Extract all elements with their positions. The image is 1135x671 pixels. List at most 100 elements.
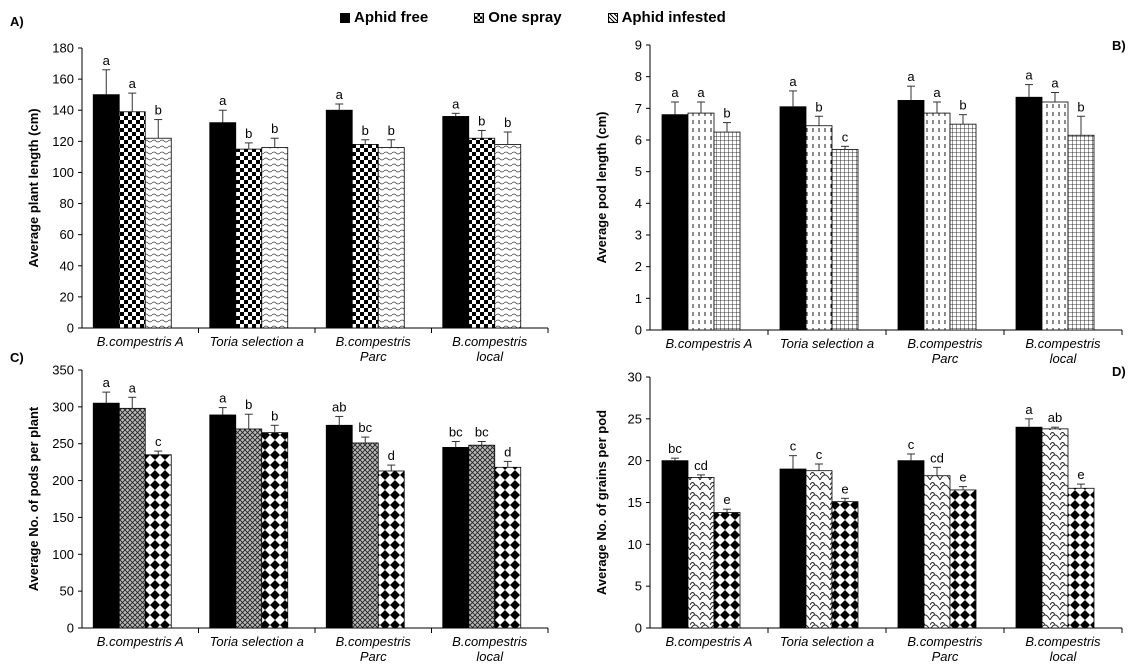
y-tick-label: 6 (635, 133, 642, 148)
bar (377, 470, 405, 629)
significance-label: a (103, 53, 111, 68)
significance-label: a (1025, 68, 1033, 83)
y-tick-label: 80 (60, 196, 74, 211)
panel-label-a: A) (10, 14, 24, 29)
bar (687, 476, 715, 629)
bar (494, 144, 522, 329)
bar (661, 460, 689, 629)
bar (923, 112, 951, 331)
significance-label: b (723, 106, 730, 121)
chart-panel-a: 0 20 40 60 80 100 120 140 160 180 Average plant le… (26, 41, 549, 364)
bar (949, 123, 977, 331)
significance-label: b (271, 408, 278, 423)
y-tick-label: 100 (52, 165, 74, 180)
bar (351, 144, 379, 329)
bar (468, 137, 496, 329)
x-tick-label: Parc (360, 349, 387, 364)
bar (442, 116, 470, 329)
bar (1041, 428, 1069, 629)
x-tick-label: B.compestris A (97, 334, 184, 349)
legend-label-aphid-infested: Aphid infested (621, 9, 726, 26)
chart-panel-b: 0 1 2 3 4 5 6 7 8 9 Average pod length (cm) a a b B.co… (594, 38, 1123, 366)
legend-swatch-aphid-free (340, 12, 350, 23)
significance-label: a (789, 74, 797, 89)
y-tick-label: 0 (67, 321, 74, 336)
significance-label: b (271, 121, 278, 136)
y-tick-label: 350 (52, 363, 74, 378)
bar (325, 424, 353, 629)
significance-label: a (103, 375, 111, 390)
x-tick-label: Toria selection a (780, 336, 874, 351)
bar (779, 106, 807, 331)
significance-label: a (336, 87, 344, 102)
x-tick-label: B.compestris (907, 634, 983, 649)
significance-label: c (842, 129, 849, 144)
legend-item-aphid-free: Aphid free (340, 9, 428, 26)
significance-label: b (959, 98, 966, 113)
y-tick-label: 0 (67, 621, 74, 636)
y-tick-label: 8 (635, 69, 642, 84)
x-tick-label: B.compestris A (666, 634, 753, 649)
x-tick-label: local (1050, 351, 1078, 366)
significance-label: c (155, 434, 162, 449)
y-tick-label: 20 (628, 453, 642, 468)
x-tick-label: Parc (932, 351, 959, 366)
x-tick-label: B.compestris (1025, 634, 1101, 649)
significance-label: a (907, 69, 915, 84)
bar (713, 512, 741, 629)
bar (1067, 487, 1095, 629)
x-tick-label: B.compestris (907, 336, 983, 351)
y-tick-label: 0 (635, 621, 642, 636)
y-tick-label: 40 (60, 258, 74, 273)
bar (1015, 96, 1043, 331)
significance-label: cd (694, 458, 708, 473)
x-tick-label: B.compestris A (666, 336, 753, 351)
y-tick-label: 50 (60, 584, 74, 599)
bar (377, 147, 405, 329)
bar (118, 407, 146, 629)
x-tick-label: B.compestris (1025, 336, 1101, 351)
bar (235, 428, 263, 629)
significance-label: e (959, 470, 966, 485)
significance-label: ab (1048, 410, 1062, 425)
bar (713, 131, 741, 331)
significance-label: a (219, 391, 227, 406)
y-tick-label: 30 (628, 370, 642, 385)
bar (144, 454, 172, 629)
bar (209, 414, 237, 629)
y-tick-label: 150 (52, 510, 74, 525)
significance-label: bc (475, 425, 489, 440)
chart-panel-c: 0 50 100 150 200 250 300 350 Average No. of pods… (26, 363, 549, 664)
y-tick-label: 9 (635, 38, 642, 53)
significance-label: e (723, 492, 730, 507)
significance-label: a (1025, 402, 1033, 417)
significance-label: e (841, 481, 848, 496)
bar (442, 446, 470, 629)
bar (235, 148, 263, 329)
y-tick-label: 160 (52, 72, 74, 87)
significance-label: e (1077, 467, 1084, 482)
significance-label: b (245, 397, 252, 412)
significance-label: c (816, 447, 823, 462)
bar (831, 501, 859, 629)
significance-label: a (219, 93, 227, 108)
significance-label: b (155, 103, 162, 118)
y-tick-label: 10 (628, 537, 642, 552)
chart-panel-d: 0 5 10 15 20 25 30 Average No. of grains per po… (594, 370, 1123, 664)
bar (261, 432, 289, 629)
y-tick-label: 2 (635, 259, 642, 274)
x-tick-label: Parc (932, 649, 959, 664)
bar (1067, 134, 1095, 331)
legend-swatch-aphid-infested (607, 12, 618, 23)
legend-item-one-spray: One spray (474, 9, 562, 26)
bar (118, 111, 146, 329)
significance-label: a (671, 85, 679, 100)
bar (92, 94, 120, 329)
bar (351, 442, 379, 629)
x-tick-label: local (476, 649, 504, 664)
y-tick-label: 25 (628, 411, 642, 426)
x-tick-label: local (476, 349, 504, 364)
bar (779, 468, 807, 629)
bar (949, 489, 977, 629)
